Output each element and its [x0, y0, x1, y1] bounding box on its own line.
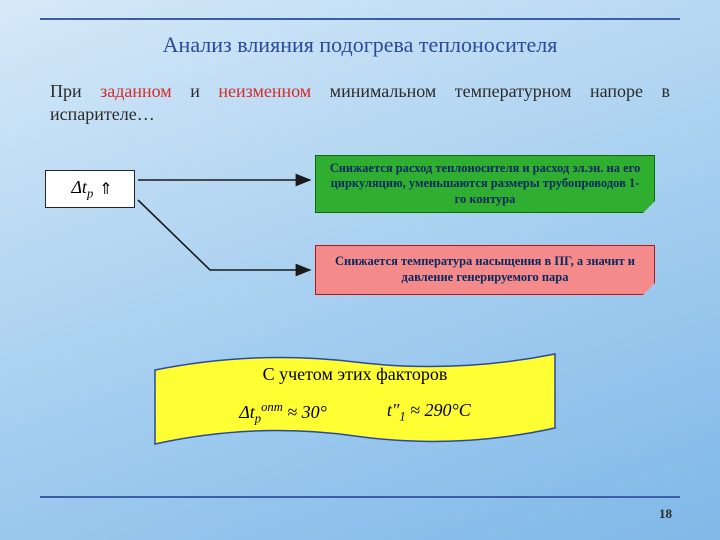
- ribbon-formulas: Δtpопт ≈ 30° t″1 ≈ 290°C: [145, 400, 565, 427]
- green-effect-text: Снижается расход теплоносителя и расход …: [326, 161, 644, 208]
- yellow-ribbon: С учетом этих факторов Δtpопт ≈ 30° t″1 …: [145, 350, 565, 450]
- page-number: 18: [659, 506, 672, 522]
- formula-t1: t″1 ≈ 290°C: [387, 400, 471, 427]
- green-effect-box: Снижается расход теплоносителя и расход …: [315, 155, 655, 213]
- ribbon-caption: С учетом этих факторов: [145, 364, 565, 385]
- formula-delta-opt: Δtpопт ≈ 30°: [239, 400, 327, 427]
- red-effect-box: Снижается температура насыщения в ПГ, а …: [315, 245, 655, 295]
- arrow-to-red: [138, 200, 310, 270]
- rule-bottom: [40, 496, 680, 498]
- red-effect-text: Снижается температура насыщения в ПГ, а …: [326, 254, 644, 285]
